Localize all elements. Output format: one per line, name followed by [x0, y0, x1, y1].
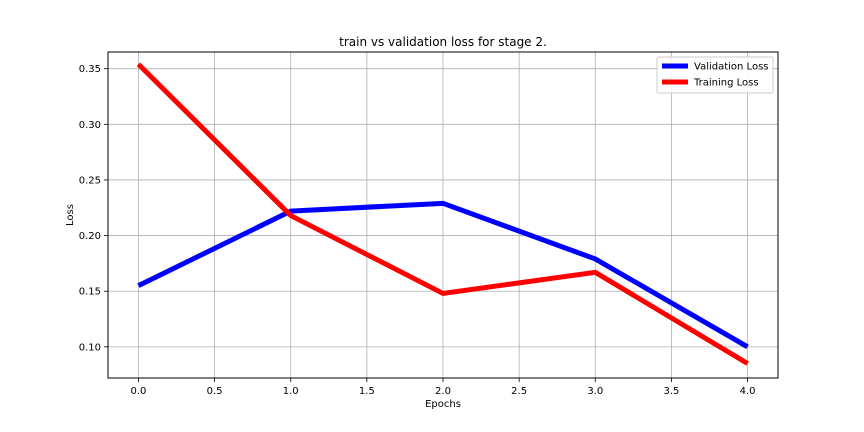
legend-label: Training Loss: [693, 78, 759, 89]
chart-title: train vs validation loss for stage 2.: [339, 35, 547, 49]
x-tick-label: 0.5: [207, 386, 223, 397]
y-axis-label: Loss: [65, 204, 76, 226]
series-line-training-loss: [136, 62, 749, 366]
x-tick-label: 0.0: [131, 386, 147, 397]
grid: [108, 52, 778, 378]
series-lines: [136, 62, 749, 366]
y-tick-label: 0.15: [79, 287, 101, 298]
y-tick-label: 0.35: [79, 64, 101, 75]
y-tick-label: 0.10: [79, 342, 101, 353]
legend: Validation Loss Training Loss: [656, 56, 774, 94]
y-tick-label: 0.20: [79, 231, 101, 242]
x-tick-label: 2.0: [435, 386, 451, 397]
x-tick-label: 4.0: [740, 386, 756, 397]
series-line-validation-loss: [137, 200, 749, 350]
x-tick-label: 3.5: [663, 386, 679, 397]
y-tick-label: 0.30: [79, 120, 101, 131]
legend-label: Validation Loss: [694, 62, 769, 73]
x-tick-label: 3.0: [587, 386, 603, 397]
y-tick-label: 0.25: [79, 175, 101, 186]
y-axis-ticks: 0.10 0.15 0.20 0.25 0.30 0.35: [79, 64, 108, 353]
x-axis-label: Epochs: [425, 399, 461, 410]
x-axis-ticks: 0.0 0.5 1.0 1.5 2.0 2.5 3.0 3.5 4.0: [131, 378, 756, 397]
x-tick-label: 1.0: [283, 386, 299, 397]
x-tick-label: 2.5: [511, 386, 527, 397]
x-tick-label: 1.5: [359, 386, 375, 397]
